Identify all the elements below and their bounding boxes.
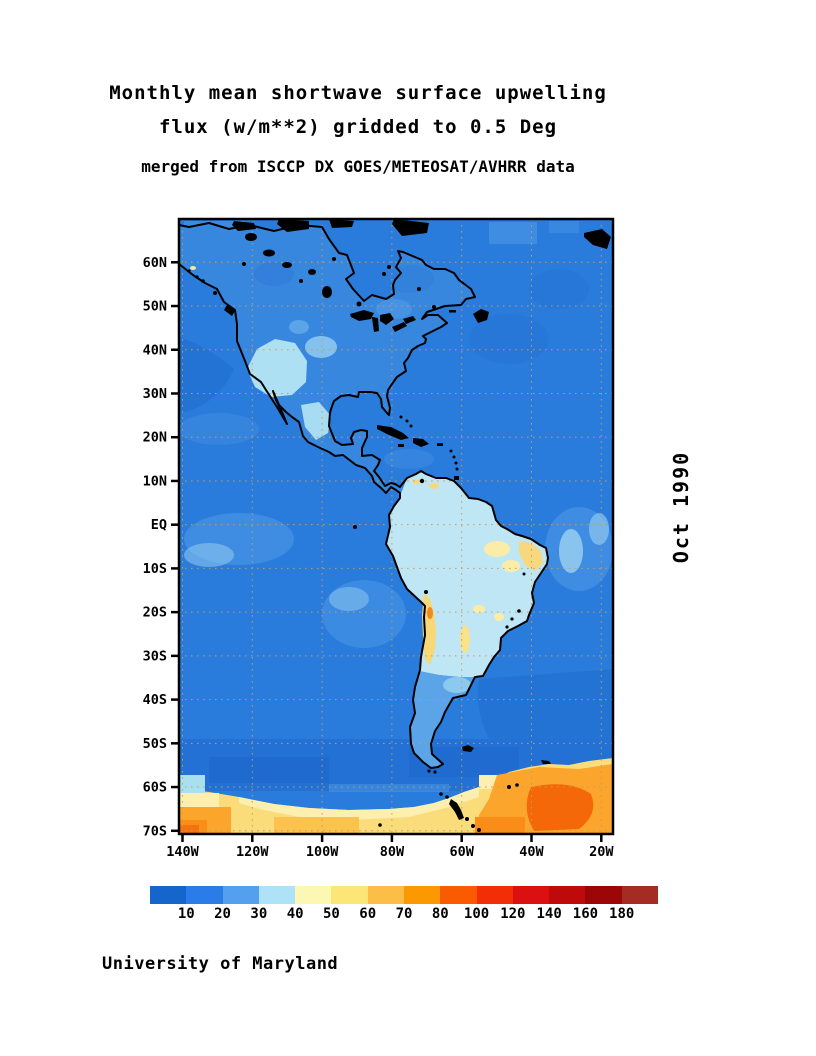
lon-label: 80W: [380, 844, 405, 860]
lat-label: 20S: [143, 605, 167, 621]
colorbar-segment: [403, 886, 441, 904]
colorbar-tick-label: 140: [536, 906, 562, 922]
colorbar-segment: [150, 886, 187, 904]
flux-map: 60N 50N 40N 30N 20N 10N EQ 10S 20S 30S 40S 50S 60S 70…: [143, 217, 615, 860]
gridlines: [179, 219, 613, 834]
lat-label: 30S: [143, 648, 167, 664]
lon-axis-labels: 140W 120W 100W 80W 60W 40W 20W: [166, 844, 614, 860]
lat-axis-labels: 60N 50N 40N 30N 20N 10N EQ 10S 20S 30S 40S 50S 60S 70…: [143, 255, 167, 839]
colorbar-tick-label: 80: [431, 906, 449, 922]
coastline: [178, 222, 549, 769]
colorbar-segment: [186, 886, 223, 904]
colorbar-segment: [440, 886, 477, 904]
lat-label: 70S: [143, 823, 167, 839]
colorbar-segment: [512, 886, 550, 904]
colorbar-segment: [585, 886, 622, 904]
plot-title-line1: Monthly mean shortwave surface upwelling: [109, 82, 607, 104]
colorbar-segment: [367, 886, 404, 904]
lon-label: 100W: [306, 844, 339, 860]
lat-label: EQ: [151, 517, 167, 533]
colorbar-tick-label: 160: [572, 906, 599, 922]
colorbar-segment: [258, 886, 296, 904]
lat-label: 50N: [143, 299, 167, 315]
lakes-and-islands: [187, 219, 611, 832]
lat-tick-marks: [171, 261, 179, 833]
colorbar-tick-label: 120: [500, 906, 526, 922]
lat-label: 40S: [143, 692, 167, 708]
colorbar-segment: [222, 886, 259, 904]
lon-label: 60W: [450, 844, 475, 860]
plot-subtitle: merged from ISCCP DX GOES/METEOSAT/AVHRR…: [141, 157, 575, 176]
colorbar-segment: [621, 886, 658, 904]
lon-label: 120W: [236, 844, 269, 860]
colorbar-segments: [150, 886, 658, 904]
plot-title-line2: flux (w/m**2) gridded to 0.5 Deg: [158, 116, 558, 138]
lon-label: 20W: [589, 844, 614, 860]
colorbar-tick-label: 40: [286, 906, 304, 922]
lat-label: 60S: [143, 780, 167, 796]
lat-label: 40N: [143, 342, 167, 358]
lat-label: 50S: [143, 736, 167, 752]
lon-tick-marks: [181, 834, 603, 842]
lat-label: 60N: [143, 255, 167, 271]
colorbar-tick-label: 70: [395, 906, 413, 922]
colorbar-tick-label: 10: [177, 906, 195, 922]
lon-label: 140W: [166, 844, 199, 860]
colorbar-tick-label: 20: [214, 906, 231, 922]
date-label: Oct 1990: [669, 450, 693, 564]
colorbar-labels: 10 20 30 40 50 60 70 80 100 120 140 160 180: [150, 904, 658, 924]
colorbar-tick-label: 30: [250, 906, 268, 922]
lat-label: 10N: [143, 473, 167, 489]
lat-label: 30N: [143, 386, 167, 402]
colorbar-segment: [295, 886, 332, 904]
colorbar-tick-label: 180: [609, 906, 635, 922]
lon-label: 40W: [519, 844, 544, 860]
antarctic-ice-band: [179, 758, 613, 834]
plot-title-block: Monthly mean shortwave surface upwelling…: [30, 84, 686, 175]
colorbar-tick-label: 100: [463, 906, 490, 922]
lat-label: 10S: [143, 561, 167, 577]
credit-text: University of Maryland: [102, 954, 339, 974]
colorbar-segment: [549, 886, 586, 904]
colorbar-segment: [331, 886, 368, 904]
colorbar-tick-label: 50: [322, 906, 340, 922]
colorbar-segment: [476, 886, 513, 904]
colorbar-tick-label: 60: [359, 906, 377, 922]
map-frame: [177, 217, 615, 836]
lat-label: 20N: [143, 430, 167, 446]
colorbar: 10 20 30 40 50 60 70 80 100 120 140 160 180: [150, 886, 658, 922]
